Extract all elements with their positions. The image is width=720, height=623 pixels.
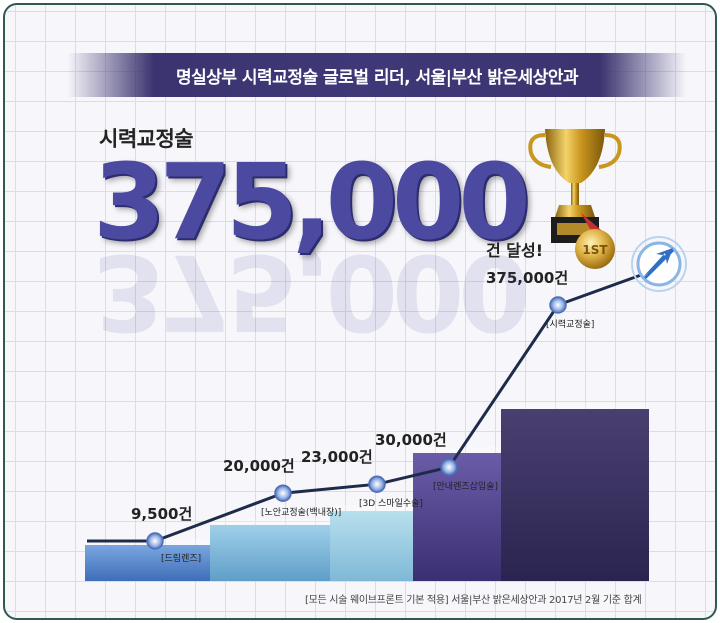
step-bar [210, 525, 330, 581]
step-bar [501, 409, 649, 581]
data-label-caption: [시력교정술] [546, 318, 594, 330]
data-point [549, 296, 567, 314]
data-label-caption: [드림렌즈] [161, 552, 201, 564]
step-bar-top [330, 505, 420, 511]
data-label-caption: [3D 스마일수술] [359, 498, 423, 509]
trophy-icon: 1ST [528, 129, 622, 269]
data-label-caption: [노안교정술(백내장)] [261, 507, 341, 518]
data-point [274, 484, 292, 502]
step-bar [330, 511, 420, 581]
headline-subtitle: 시력교정술 [99, 127, 194, 151]
headline-unit: 건 달성! [486, 241, 544, 260]
footnote: [모든 시술 웨이브프론트 기본 적용] 서울|부산 밝은세상안과 2017년 … [305, 595, 642, 606]
data-label-value: 9,500건 [131, 505, 192, 523]
data-point [368, 475, 386, 493]
step-bar-top [413, 447, 563, 453]
title-banner: 명실상부 시력교정술 글로벌 리더, 서울|부산 밝은세상안과 [67, 53, 687, 97]
step-bar-top [501, 403, 649, 409]
data-point [146, 532, 164, 550]
step-bar-top [85, 539, 245, 545]
medal-1st-icon [575, 229, 615, 269]
growth-chart: 9,500건 [드림렌즈] 20,000건 [노안교정술(백내장)] 23,000건 [3… [85, 236, 687, 581]
data-label-caption: [안내렌즈삽입술] [433, 480, 498, 492]
data-label-value: 30,000건 [375, 431, 447, 449]
headline-number: 375,000 [93, 141, 531, 263]
frame: 9,500건 [드림렌즈] 20,000건 [노안교정술(백내장)] 23,000건 [3… [3, 3, 717, 620]
data-label-value: 20,000건 [223, 457, 295, 475]
step-bar-top [210, 519, 330, 525]
data-labels: 9,500건 [드림렌즈] 20,000건 [노안교정술(백내장)] 23,000건 [3… [131, 269, 594, 564]
data-label-value: 23,000건 [301, 448, 373, 466]
data-points [146, 296, 567, 550]
data-label-value: 375,000건 [486, 269, 568, 287]
step-bars [85, 403, 649, 581]
medal-text: 1ST [582, 243, 608, 257]
arrow-icon [631, 236, 687, 292]
data-point [440, 458, 458, 476]
banner-text: 명실상부 시력교정술 글로벌 리더, 서울|부산 밝은세상안과 [175, 67, 579, 88]
